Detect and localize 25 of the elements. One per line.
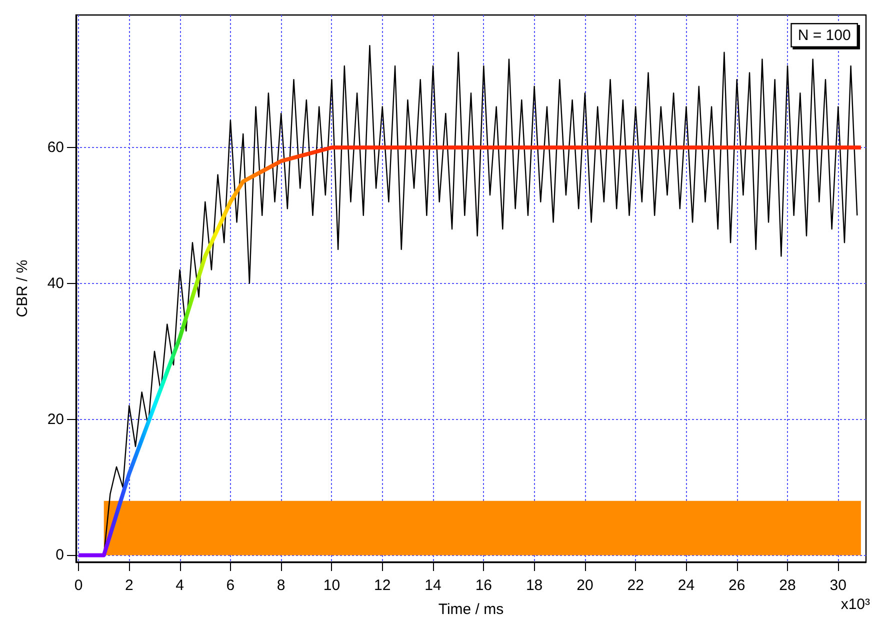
y-tick-label: 40 (47, 274, 64, 292)
x-tick-label: 2 (125, 577, 134, 594)
x-tick-label: 26 (728, 577, 746, 594)
x-tick-label: 20 (576, 577, 594, 594)
x-tick-label: 24 (678, 577, 695, 594)
annotation: N = 100 (798, 27, 851, 44)
x-axis-title: Time / ms (438, 601, 504, 618)
line-series (76, 146, 863, 558)
y-tick-label: 20 (47, 410, 64, 428)
y-tick-label: 60 (47, 139, 64, 156)
x-tick-label: 28 (779, 577, 796, 594)
y-tick-label: 0 (56, 546, 64, 564)
x-tick-label: 22 (627, 577, 644, 594)
x-tick-label: 18 (526, 577, 543, 594)
x-tick-label: 14 (424, 577, 442, 594)
x-tick-label: 0 (74, 577, 83, 594)
x-tick-label: 12 (374, 577, 391, 594)
x-tick-label: 6 (226, 577, 235, 594)
x-tick-label: 8 (276, 577, 286, 594)
y-axis-title: CBR / % (14, 260, 31, 318)
text: x10³ (840, 596, 870, 613)
x-tick-label: 30 (830, 577, 846, 594)
x-tick-label: 16 (475, 577, 492, 594)
x-tick-label: 4 (176, 577, 184, 594)
x-tick-label: 10 (323, 577, 340, 594)
